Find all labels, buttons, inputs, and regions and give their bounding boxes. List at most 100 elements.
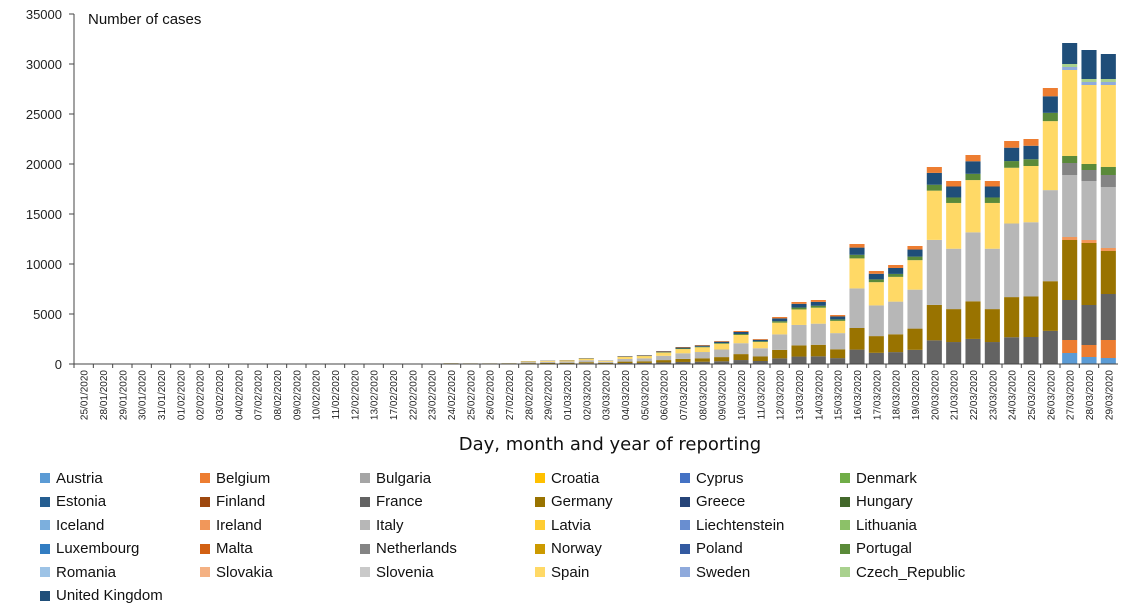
legend-item: Austria (40, 468, 103, 488)
bar-segment (811, 300, 826, 302)
bar-segment (637, 355, 652, 356)
bar-segment (1081, 357, 1096, 364)
bar-segment (656, 356, 671, 360)
legend-label: Sweden (696, 564, 750, 581)
legend-item: France (360, 492, 423, 512)
x-tick-label: 22/03/2020 (969, 370, 980, 420)
bar-segment (1081, 240, 1096, 243)
bar-segment (714, 341, 729, 342)
x-tick-label: 31/01/2020 (157, 370, 168, 420)
legend-swatch (200, 497, 210, 507)
bar-segment (985, 342, 1000, 364)
legend-item: Belgium (200, 468, 270, 488)
bar-segment (675, 353, 690, 359)
bar-segment (830, 333, 845, 349)
bar-segment (985, 249, 1000, 309)
bar-segment (714, 342, 729, 343)
x-tick-label: 22/02/2020 (408, 370, 419, 420)
legend-label: Bulgaria (376, 470, 431, 487)
legend-label: France (376, 493, 423, 510)
legend-label: Netherlands (376, 540, 457, 557)
legend-label: Iceland (56, 517, 104, 534)
legend-swatch (680, 497, 690, 507)
x-tick-label: 28/03/2020 (1085, 370, 1096, 420)
bar-segment (1062, 237, 1077, 240)
legend-swatch (40, 567, 50, 577)
x-tick-label: 07/03/2020 (679, 370, 690, 420)
bar-segment (733, 354, 748, 360)
legend-label: Croatia (551, 470, 599, 487)
legend-swatch (840, 544, 850, 554)
bar-segment (1004, 161, 1019, 168)
bar-segment (791, 304, 806, 308)
bar-segment (811, 308, 826, 324)
y-axis-caption: Number of cases (88, 11, 201, 28)
legend-swatch (840, 497, 850, 507)
legend-item: Denmark (840, 468, 917, 488)
bar-segment (791, 325, 806, 345)
legend-item: Lithuania (840, 515, 917, 535)
x-tick-label: 27/03/2020 (1066, 370, 1077, 420)
x-tick-label: 04/03/2020 (621, 370, 632, 420)
bar-segment (965, 161, 980, 174)
bar-segment (1062, 175, 1077, 237)
bar-segment (888, 277, 903, 302)
legend-item: Italy (360, 515, 404, 535)
bar-segment (907, 257, 922, 261)
bar-segment (965, 155, 980, 161)
legend-swatch (200, 473, 210, 483)
bar-segment (1062, 67, 1077, 70)
bar-segment (946, 249, 961, 309)
x-tick-label: 03/03/2020 (602, 370, 613, 420)
legend-item: Malta (200, 539, 253, 559)
legend-swatch (680, 567, 690, 577)
bar-segment (1062, 70, 1077, 156)
bar-segment (965, 180, 980, 232)
bar-segment (985, 186, 1000, 197)
bar-segment (733, 343, 748, 354)
bar-segment (598, 363, 613, 364)
bar-segment (753, 342, 768, 348)
bar-segment (927, 240, 942, 305)
x-tick-label: 02/02/2020 (196, 370, 207, 420)
bar-segment (675, 348, 690, 349)
y-tick-label: 5000 (33, 307, 62, 322)
legend-swatch (535, 544, 545, 554)
legend-swatch (840, 520, 850, 530)
x-tick-label: 08/03/2020 (698, 370, 709, 420)
x-tick-label: 01/02/2020 (176, 370, 187, 420)
bar-segment (733, 332, 748, 334)
x-tick-label: 10/03/2020 (737, 370, 748, 420)
bar-segment (1062, 300, 1077, 340)
x-tick-label: 21/03/2020 (950, 370, 961, 420)
bar-segment (1004, 148, 1019, 161)
legend-label: United Kingdom (56, 587, 163, 604)
legend-item: Portugal (840, 539, 912, 559)
bar-segment (965, 232, 980, 301)
x-tick-label: 01/03/2020 (563, 370, 574, 420)
bar-segment (733, 335, 748, 343)
x-tick-label: 25/03/2020 (1027, 370, 1038, 420)
bar-segment (1081, 164, 1096, 170)
legend-item: Croatia (535, 468, 599, 488)
bar-segment (656, 353, 671, 356)
bar-segment (714, 350, 729, 358)
legend-item: Poland (680, 539, 743, 559)
bar-segment (830, 319, 845, 320)
bar-segment (695, 347, 710, 348)
y-tick-label: 0 (55, 357, 62, 372)
legend-swatch (200, 544, 210, 554)
bar-segment (869, 336, 884, 353)
legend-item: Romania (40, 562, 116, 582)
bar-segment (1062, 340, 1077, 353)
bar-segment (927, 173, 942, 185)
legend-label: Lithuania (856, 517, 917, 534)
legend-item: Slovenia (360, 562, 434, 582)
x-tick-label: 02/03/2020 (582, 370, 593, 420)
legend-item: Luxembourg (40, 539, 139, 559)
legend-item: Iceland (40, 515, 104, 535)
bar-segment (1043, 331, 1058, 364)
bar-segment (675, 347, 690, 348)
x-tick-label: 19/03/2020 (911, 370, 922, 420)
bar-segment (772, 321, 787, 322)
